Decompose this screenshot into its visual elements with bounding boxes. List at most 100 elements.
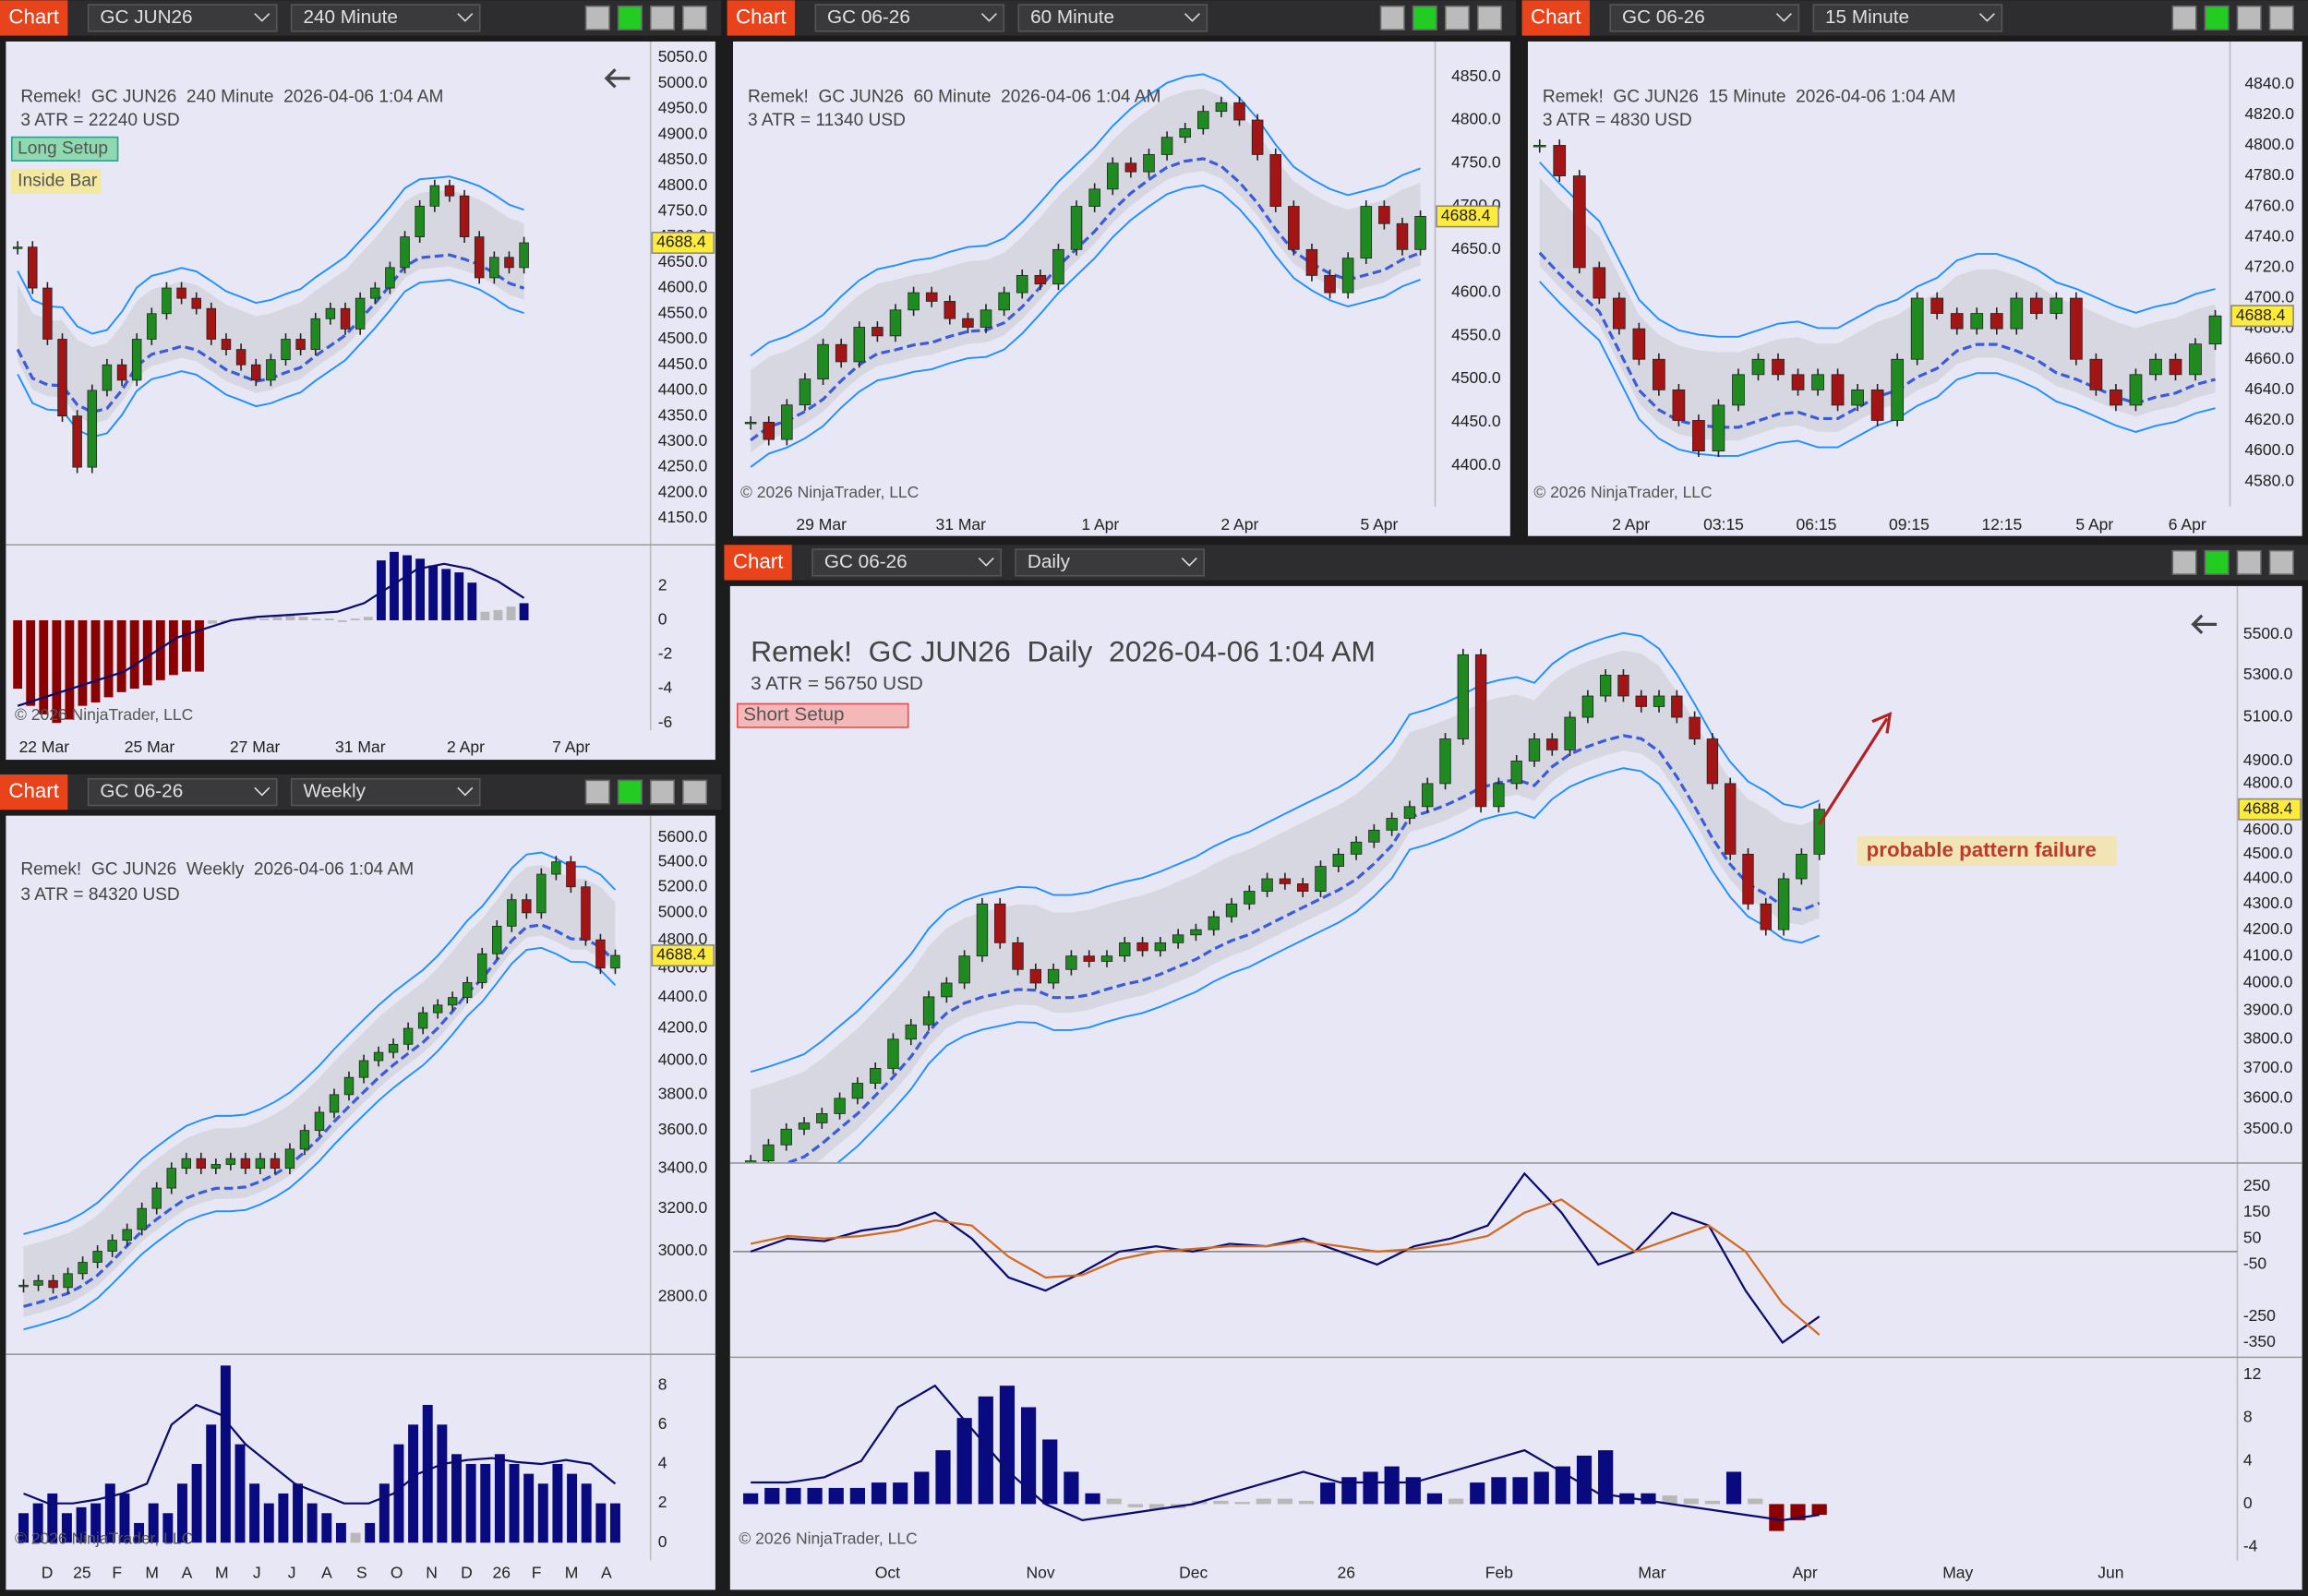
window-button[interactable] <box>584 779 610 805</box>
window-button[interactable] <box>649 779 676 805</box>
time-label: 25 Mar <box>125 738 175 756</box>
window-button[interactable] <box>1444 5 1470 31</box>
indicator-bar <box>415 558 426 620</box>
indicator-label: 8 <box>2243 1408 2253 1426</box>
instrument-selector[interactable] <box>87 777 278 807</box>
candle <box>1706 738 1719 785</box>
indicator-bar <box>155 619 165 680</box>
window-button[interactable] <box>617 779 643 805</box>
atr-label: 3 ATR = 84320 USD <box>20 885 179 905</box>
candle <box>869 1067 882 1084</box>
window-button[interactable] <box>617 5 643 31</box>
dropdown-arrow[interactable] <box>254 13 270 22</box>
interval-selector[interactable] <box>1812 4 2003 32</box>
indicator-bar <box>78 619 88 706</box>
candle <box>1324 274 1336 294</box>
back-arrow[interactable] <box>2191 614 2218 635</box>
candle <box>131 339 142 381</box>
dropdown-arrow[interactable] <box>1181 558 1197 567</box>
chart-tab[interactable] <box>724 545 792 581</box>
dropdown-arrow[interactable] <box>980 13 997 22</box>
dropdown-arrow[interactable] <box>254 786 270 797</box>
candle <box>834 1098 846 1114</box>
candle <box>1100 955 1113 962</box>
interval-selector[interactable] <box>1017 4 1208 32</box>
dropdown-arrow[interactable] <box>1184 13 1200 22</box>
candle <box>816 1113 828 1123</box>
instrument-selector[interactable] <box>1609 4 1800 32</box>
window-button[interactable] <box>2204 5 2230 31</box>
indicator-label: 0 <box>658 610 667 629</box>
interval-selector[interactable] <box>290 777 481 807</box>
instrument-selector[interactable] <box>87 4 278 32</box>
interval-selector[interactable] <box>1015 548 1206 577</box>
window-button[interactable] <box>2204 549 2230 575</box>
instrument-selector[interactable] <box>811 548 1002 577</box>
price-label: 4850.0 <box>1451 66 1501 85</box>
candle <box>1572 175 1586 269</box>
candle <box>1179 127 1191 138</box>
instrument-selector[interactable] <box>814 4 1005 32</box>
candle <box>1360 206 1373 259</box>
window-button[interactable] <box>2236 5 2262 31</box>
time-label: 03:15 <box>1703 515 1744 534</box>
candle <box>400 236 410 269</box>
window-button[interactable] <box>681 5 708 31</box>
window-button[interactable] <box>1476 5 1503 31</box>
dropdown-arrow[interactable] <box>1775 13 1792 22</box>
candle <box>2169 358 2182 376</box>
candle <box>151 1187 162 1209</box>
price-label: 2800.0 <box>658 1287 708 1305</box>
annotation: probable pattern failure <box>1867 838 2097 861</box>
candle <box>196 1158 206 1170</box>
back-arrow[interactable] <box>604 68 631 89</box>
price-label: 4250.0 <box>658 457 708 475</box>
window-button[interactable] <box>649 5 676 31</box>
dropdown-arrow[interactable] <box>1978 13 1995 22</box>
window-button[interactable] <box>681 779 708 805</box>
chart-title: Remek! GC JUN26 15 Minute 2026-04-06 1:0… <box>1543 88 1956 107</box>
candle <box>763 1144 775 1161</box>
dropdown-arrow[interactable] <box>978 558 994 567</box>
chart-tab[interactable] <box>0 774 68 810</box>
candle <box>944 301 956 319</box>
candle <box>1732 374 1745 406</box>
window-button[interactable] <box>2268 5 2294 31</box>
indicator-bar <box>1470 1482 1485 1505</box>
price-label: 4700.0 <box>2244 288 2294 306</box>
window-button[interactable] <box>584 5 610 31</box>
chart-tab-label: Chart <box>733 549 784 572</box>
indicator-bar <box>1020 1407 1037 1505</box>
candle <box>781 404 793 440</box>
time-label: 26 <box>493 1563 511 1581</box>
candle <box>872 327 884 337</box>
interval-selector[interactable] <box>290 4 481 32</box>
window-button[interactable] <box>2268 549 2294 575</box>
indicator-bar <box>743 1493 759 1505</box>
chart-tab[interactable] <box>727 0 795 36</box>
window-button[interactable] <box>2171 549 2197 575</box>
candle <box>2189 343 2202 376</box>
dropdown-arrow[interactable] <box>457 786 474 797</box>
price-label: 4450.0 <box>1451 412 1501 430</box>
chart-tab[interactable] <box>0 0 68 36</box>
window-button[interactable] <box>1379 5 1405 31</box>
candle <box>980 309 992 328</box>
chart-tab[interactable] <box>1521 0 1590 36</box>
indicator-label: 6 <box>658 1414 667 1433</box>
dropdown-arrow[interactable] <box>457 13 474 22</box>
window-button[interactable] <box>1412 5 1437 31</box>
indicator-bar <box>13 619 23 690</box>
indicator-bar <box>293 1483 304 1543</box>
window-button[interactable] <box>2236 549 2262 575</box>
candle <box>1851 389 1864 406</box>
candle <box>922 996 935 1026</box>
candle <box>87 390 98 468</box>
indicator-label: -50 <box>2243 1254 2267 1273</box>
candle <box>1546 738 1558 750</box>
window-button[interactable] <box>2171 5 2197 31</box>
price-label: 4550.0 <box>1451 325 1501 343</box>
candle <box>1493 783 1505 808</box>
candle <box>1811 374 1824 390</box>
candle <box>358 1060 369 1078</box>
